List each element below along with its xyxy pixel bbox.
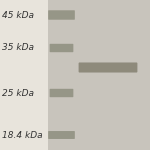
Text: 45 kDa: 45 kDa bbox=[2, 11, 33, 20]
FancyBboxPatch shape bbox=[48, 131, 75, 139]
FancyBboxPatch shape bbox=[50, 44, 73, 52]
FancyBboxPatch shape bbox=[79, 62, 137, 72]
FancyBboxPatch shape bbox=[48, 10, 75, 20]
Text: 35 kDa: 35 kDa bbox=[2, 44, 33, 52]
Text: 18.4 kDa: 18.4 kDa bbox=[2, 130, 42, 140]
Bar bbox=[48, 0, 150, 150]
Text: 25 kDa: 25 kDa bbox=[2, 88, 33, 98]
FancyBboxPatch shape bbox=[50, 89, 73, 97]
